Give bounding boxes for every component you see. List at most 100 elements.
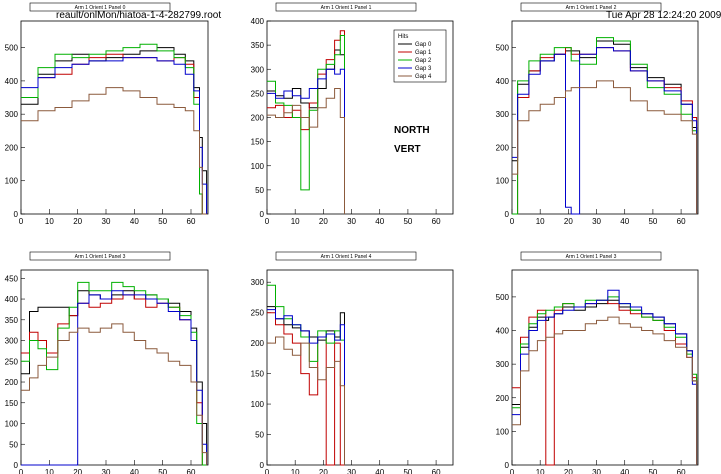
y-tick-label: 350 [251,41,265,50]
x-tick-label: 60 [187,468,196,474]
y-tick-label: 0 [14,210,19,219]
chart-panel: Arm 1 Orient 1 Panel 2 0 100 200 300 400 500 0 1… [496,2,699,226]
x-tick-label: 40 [375,217,384,226]
x-tick-label: 20 [73,468,82,474]
series-line [267,306,345,465]
series-line [21,87,207,215]
y-tick-label: 0 [14,461,19,470]
series-line [21,281,207,466]
series-line [267,68,345,214]
x-tick-label: 20 [564,217,573,226]
datetime-header: Tue Apr 28 12:24:20 2009 [606,10,721,21]
y-tick-label: 300 [496,360,510,369]
x-tick-label: 10 [291,217,300,226]
panel-title: Arm 1 Orient 1 Panel 3 [566,254,617,260]
x-tick-label: 40 [375,468,384,474]
series-line [512,316,698,465]
legend-box [393,29,447,83]
x-tick-label: 50 [403,468,412,474]
x-tick-label: 30 [347,217,356,226]
x-tick-label: 50 [648,468,657,474]
plot-frame [511,269,699,466]
panel-title: Arm 1 Orient 1 Panel 1 [321,5,372,11]
x-tick-label: 40 [620,468,629,474]
series-line [512,40,698,214]
x-tick-label: 0 [265,217,270,226]
series-line [512,296,698,465]
y-tick-label: 50 [9,440,18,449]
series-line [267,309,345,465]
file-name-header: reault/onlMon/hiatoa-1-4-282799.root [56,10,222,21]
series-line [512,299,698,466]
x-tick-label: 50 [403,217,412,226]
series-line [21,294,207,466]
legend-label: Gap 3 [415,66,432,72]
chart-panel: Arm 1 Orient 1 Panel 3 0 100 200 300 400 500 0 1… [496,251,699,474]
y-tick-label: 100 [251,400,265,409]
y-tick-label: 100 [251,162,265,171]
y-tick-label: 500 [496,293,510,302]
panel-title-box [275,251,417,261]
x-tick-label: 40 [130,217,139,226]
x-tick-label: 0 [265,468,270,474]
x-tick-label: 60 [677,468,686,474]
y-tick-label: 400 [251,17,265,26]
panel-title: Arm 1 Orient 1 Panel 2 [566,5,617,11]
series-line [21,290,208,466]
y-tick-label: 150 [251,370,265,379]
y-tick-label: 200 [251,114,265,123]
x-tick-label: 20 [564,468,573,474]
y-tick-label: 200 [5,378,19,387]
y-tick-label: 200 [496,143,510,152]
annotation-vert: VERT [394,144,421,155]
x-tick-label: 60 [432,217,441,226]
y-tick-label: 200 [496,394,510,403]
y-tick-label: 300 [251,65,265,74]
x-tick-label: 30 [102,468,111,474]
legend-title: Hits [398,34,408,40]
y-tick-label: 0 [260,461,265,470]
series-line [267,336,345,465]
x-tick-label: 40 [620,217,629,226]
y-tick-label: 300 [251,278,265,287]
x-tick-label: 10 [45,468,54,474]
y-tick-label: 450 [5,274,19,283]
y-tick-label: 300 [5,110,19,119]
y-tick-label: 0 [260,210,265,219]
y-tick-label: 250 [251,89,265,98]
chart-panel: Arm 1 Orient 1 Panel 4050100150200250300… [251,251,454,474]
series-line [267,88,345,214]
x-tick-label: 20 [73,217,82,226]
legend-label: Gap 1 [415,50,432,56]
x-tick-label: 20 [319,468,328,474]
y-tick-label: 250 [5,357,19,366]
y-tick-label: 100 [496,177,510,186]
chart-panel: Arm 1 Orient 1 Panel 1050100150200250300… [251,2,454,226]
y-tick-label: 400 [5,295,19,304]
y-tick-label: 100 [496,427,510,436]
panel-title-box [275,2,417,12]
y-tick-label: 500 [5,44,19,53]
panel-title-box [29,251,171,261]
series-line [512,289,698,465]
legend-label: Gap 0 [415,42,432,48]
x-tick-label: 30 [592,468,601,474]
y-tick-label: 100 [5,177,19,186]
panel-title-box [520,251,662,261]
chart-panel: Arm 1 Orient 1 Panel 0 0 100 200 300 400 500 0 1… [5,2,209,226]
x-tick-label: 0 [19,217,24,226]
panel-title: Arm 1 Orient 1 Panel 4 [321,254,372,260]
x-tick-label: 30 [102,217,111,226]
x-tick-label: 10 [536,468,545,474]
plot-frame [511,20,699,215]
legend-label: Gap 2 [415,58,432,64]
x-tick-label: 30 [347,468,356,474]
x-tick-label: 0 [510,468,515,474]
y-tick-label: 50 [255,186,264,195]
x-tick-label: 20 [319,217,328,226]
series-line [512,47,698,215]
y-tick-label: 200 [251,339,265,348]
y-tick-label: 250 [251,309,265,318]
y-tick-label: 0 [505,210,510,219]
